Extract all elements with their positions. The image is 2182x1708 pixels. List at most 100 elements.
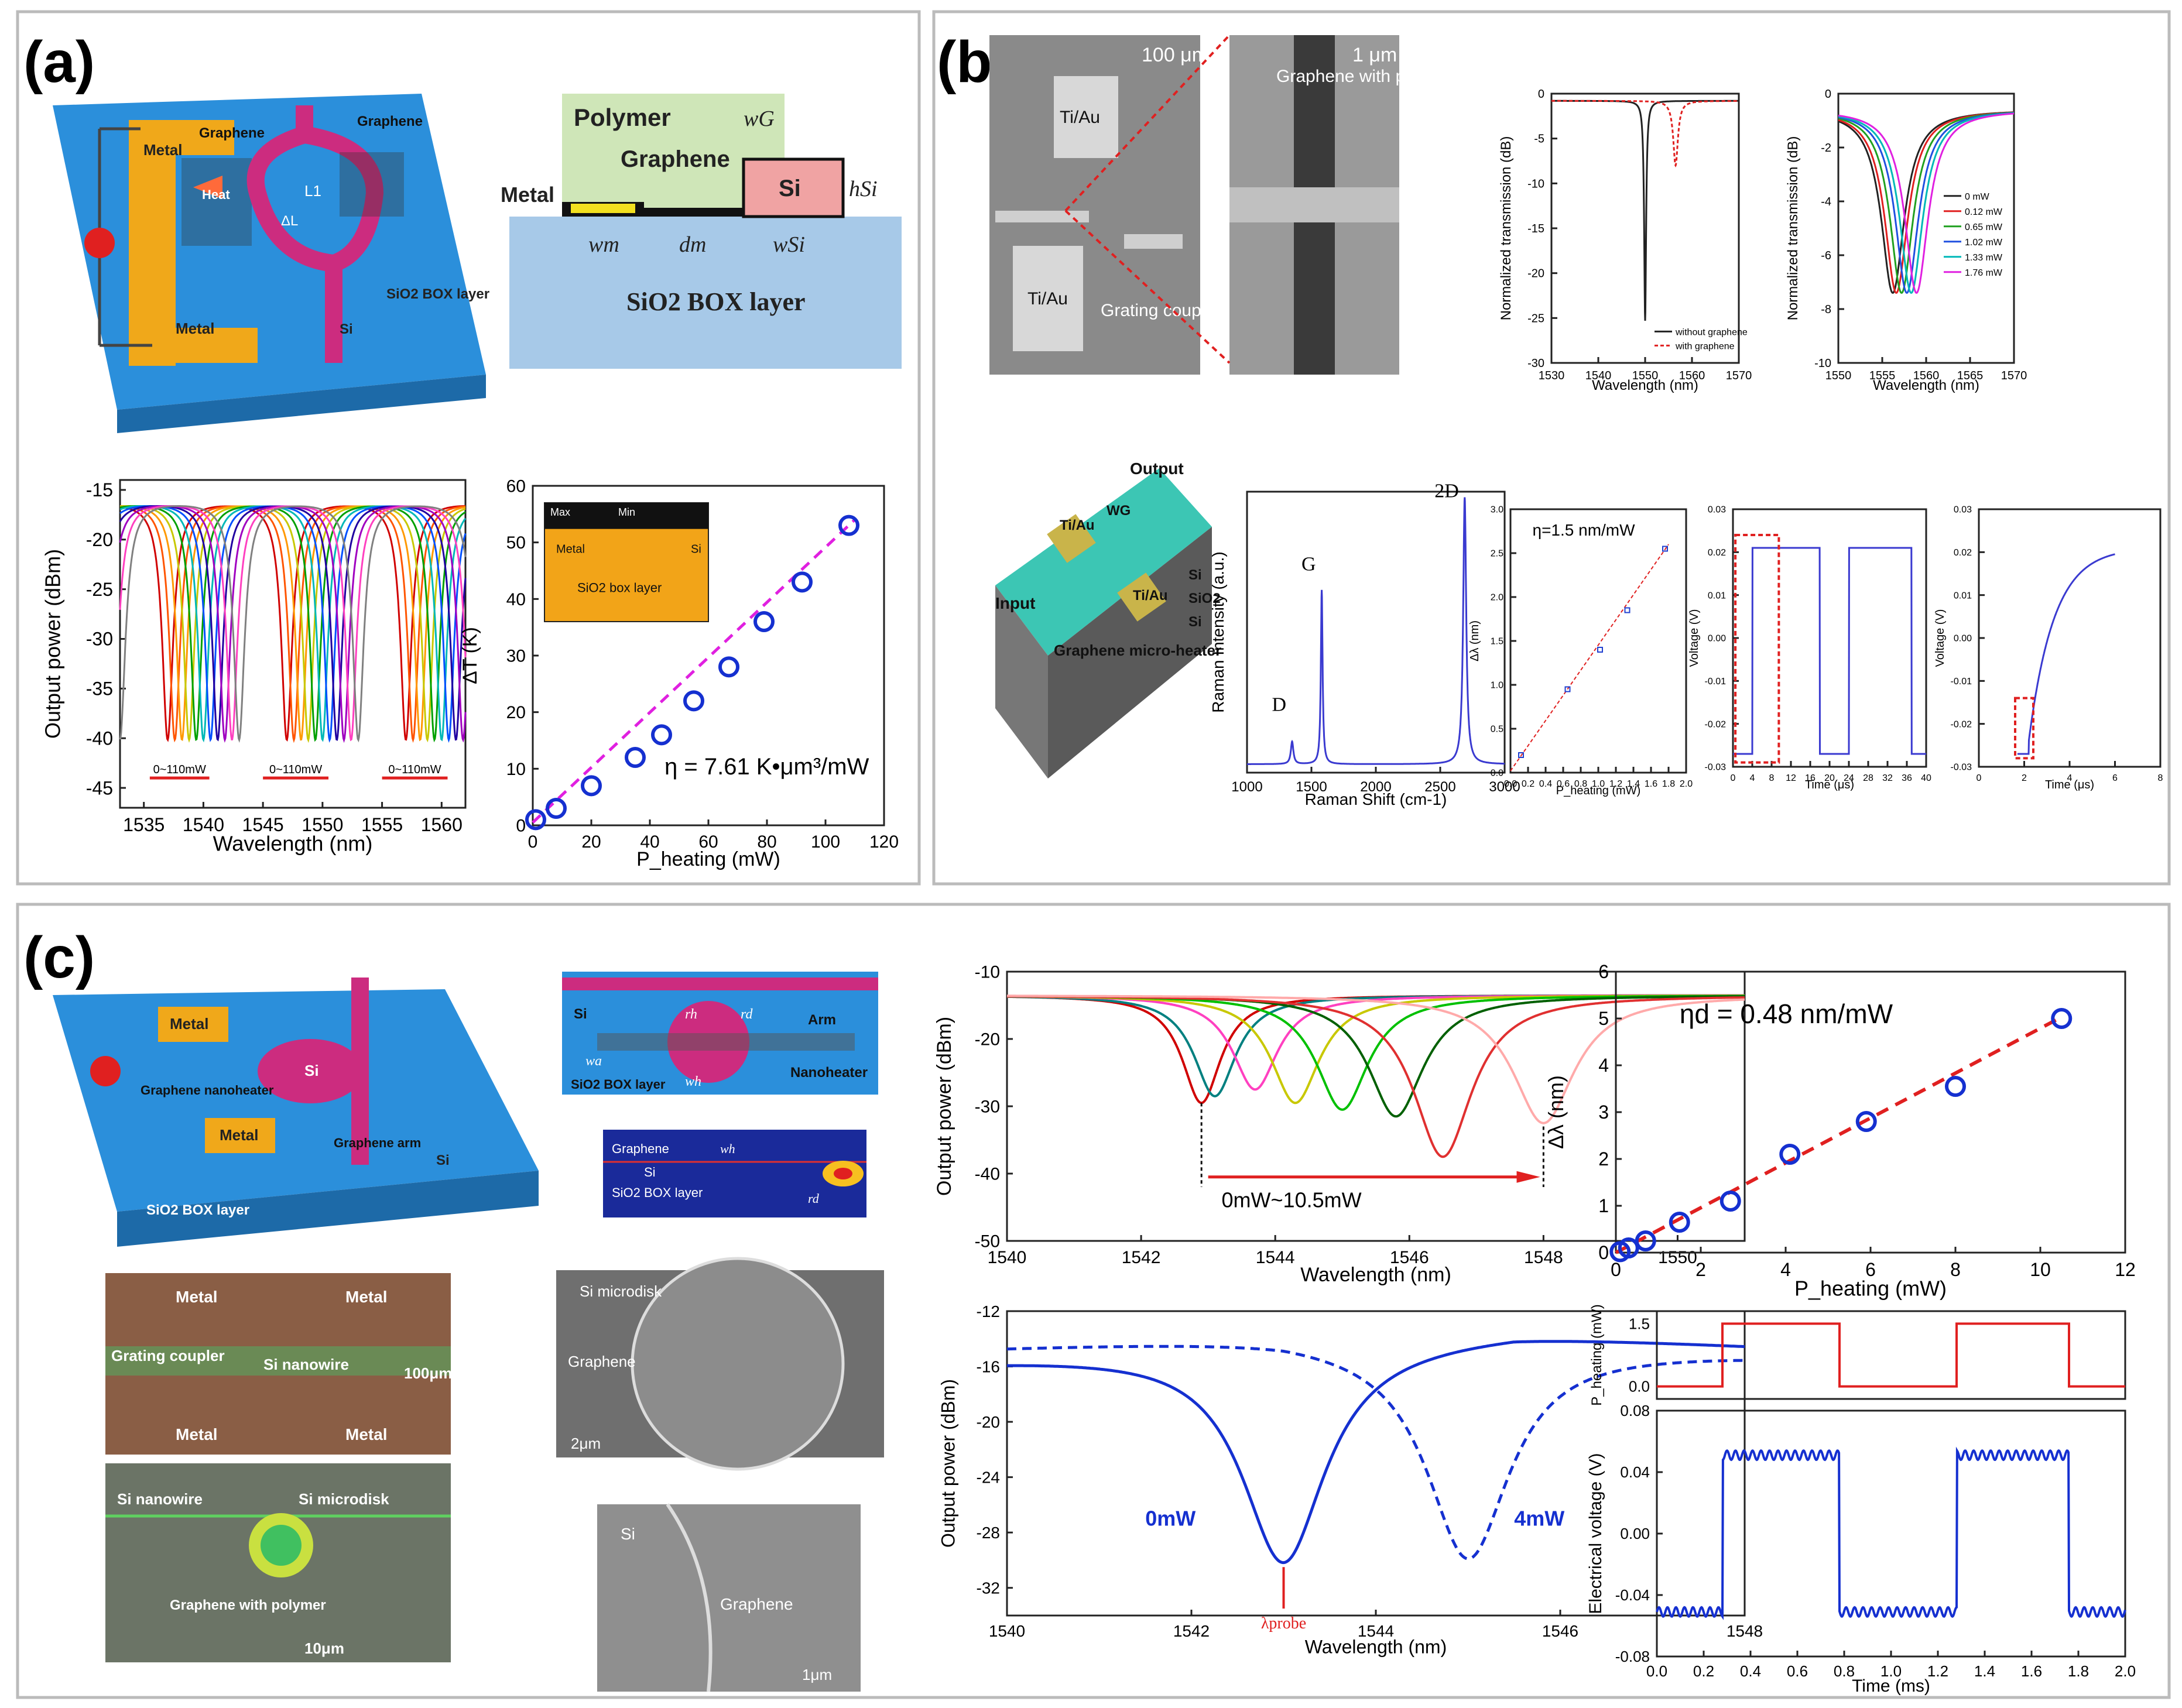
c-semz-si: Si — [621, 1525, 635, 1543]
spectrum-line — [119, 505, 467, 743]
spectrum-line — [1007, 995, 1745, 1158]
x-tick-label: 1548 — [1727, 1622, 1763, 1640]
y-tick-label: 0 — [516, 817, 526, 836]
y-tick-label: 50 — [506, 533, 526, 553]
y-tick-label: 20 — [506, 703, 526, 722]
y-tick-label: -4 — [1821, 196, 1831, 208]
x-tick-label: 0.4 — [1539, 779, 1552, 789]
a-box-label: SiO2 BOX layer — [386, 286, 489, 302]
x-tick-label: 100 — [811, 832, 840, 852]
panel-a-frame — [16, 10, 921, 886]
x-tick-label: 1544 — [1256, 1248, 1295, 1267]
y-tick-label: 0.03 — [1708, 505, 1726, 515]
c-scale-100um: 100μm — [404, 1364, 452, 1382]
y-axis-label: Output power (dBm) — [937, 1379, 958, 1548]
y-tick-label: -5 — [1534, 133, 1544, 146]
x-tick-label: 1542 — [1173, 1622, 1210, 1640]
legend-label: 0.65 mW — [1965, 222, 2003, 232]
chart-c-spectra: 1540 1542 1544 1546 1548 1550-10-20-30-40-50W… — [933, 963, 1746, 1286]
data-point — [1779, 1144, 1801, 1165]
y-tick-label: 0.5 — [1491, 725, 1503, 735]
y-tick-label: 1.5 — [1491, 637, 1503, 647]
x-tick-label: 6 — [1865, 1259, 1876, 1280]
x-tick-label: 4 — [1780, 1259, 1791, 1280]
x-tick-label: 0.2 — [1522, 779, 1534, 789]
data-point — [718, 656, 739, 678]
c-scale-1um: 1μm — [802, 1666, 832, 1683]
x-tick-label: 20 — [1824, 773, 1835, 783]
plot-frame — [1006, 970, 1746, 1242]
y-tick-label: 0 — [1598, 1242, 1609, 1263]
x-tick-label: 36 — [1902, 773, 1912, 783]
series-0mw — [1007, 1340, 1745, 1565]
y-tick-label: 0.00 — [1620, 1525, 1650, 1542]
y-tick-label: -40 — [975, 1165, 1000, 1184]
data-point — [1624, 607, 1630, 613]
y-tick-label: 0.02 — [1954, 548, 1972, 558]
c-tv-wa: wa — [585, 1054, 602, 1069]
chart-c-probe: 1540 1542 1544 1546 1548 -12 -16 -20 -24 -28 -32 Wa… — [937, 1302, 1763, 1658]
x-tick-label: 28 — [1863, 773, 1873, 783]
spectrum-line — [119, 505, 466, 743]
chart-b-shift: 0.0 0.2 0.4 0.6 0.8 1.0 1.2 1.4 1.6 1.8 2.0 0.0 0.5 1… — [1468, 505, 1693, 797]
x-tick-label: 1544 — [1358, 1622, 1394, 1640]
c-mode-wh: wh — [720, 1141, 735, 1156]
x-tick-label: 1550 — [302, 814, 343, 835]
c-metal-3: Metal — [176, 1425, 218, 1443]
x-tick-label: 0.8 — [1834, 1662, 1855, 1680]
y-axis-label: Normalized transmission (dB) — [1785, 136, 1801, 321]
x-tick-label: 1.0 — [1592, 779, 1605, 789]
y-tick-label: 0.0 — [1491, 769, 1503, 778]
c-zoom-graphene-polymer: Graphene with polymer — [170, 1597, 326, 1613]
series-4mw — [1006, 1345, 1745, 1560]
y-axis-label: Normalized transmission (dB) — [1498, 136, 1514, 321]
data-point — [1518, 752, 1524, 758]
legend-label: with graphene — [1675, 341, 1735, 351]
y-tick-label: 4 — [1598, 1055, 1609, 1076]
y-tick-label: 0 — [1825, 88, 1831, 101]
y-tick-label: -20 — [1527, 267, 1544, 280]
fit-annotation: η = 7.61 K•μm³/mW — [664, 754, 869, 780]
y-tick-label: -15 — [1527, 222, 1544, 235]
b-device-si-2: Si — [1188, 614, 1202, 630]
c-scale-10um: 10μm — [304, 1640, 344, 1657]
y-tick-label: 10 — [506, 760, 526, 779]
raman-peak-label: 2D — [1434, 481, 1459, 502]
a-hsi-label: hSi — [849, 177, 878, 201]
y-tick-label: -24 — [977, 1468, 1000, 1486]
c-mode-profile: Graphene wh Si SiO2 BOX layer rd — [603, 1130, 866, 1217]
inset-min: Min — [618, 506, 635, 518]
y-tick-label: -28 — [977, 1524, 1000, 1542]
y-tick-label: -25 — [86, 579, 113, 600]
data-point — [2051, 1008, 2073, 1029]
data-point — [792, 571, 813, 593]
plot-frame — [1509, 508, 1687, 774]
probe-label: λprobe — [1261, 1614, 1306, 1632]
tuning-annotation: 0mW~10.5mW — [1222, 1188, 1362, 1212]
x-tick-label: 1550 — [1658, 1248, 1697, 1267]
series-without-graphene — [1551, 100, 1739, 321]
plot-frame — [1978, 508, 2162, 768]
x-tick-label: 1546 — [1542, 1622, 1578, 1640]
x-tick-label: 10 — [2030, 1259, 2051, 1280]
fit-annotation: ηd = 0.48 nm/mW — [1680, 999, 1893, 1029]
x-tick-label: 0 — [528, 832, 538, 852]
c-micrograph: Metal Metal Metal Metal Grating coupler … — [105, 1273, 452, 1455]
spectrum-line — [1007, 994, 1745, 1097]
x-tick-label: 1.8 — [1662, 779, 1675, 789]
a-metal-bottom-label: Metal — [176, 320, 214, 337]
x-tick-label: 0.4 — [1740, 1662, 1761, 1680]
x-tick-label: 1000 — [1231, 779, 1262, 795]
tuning-series — [1838, 112, 2015, 294]
x-tick-label: 0 — [1611, 1259, 1621, 1280]
c-mode-si: Si — [644, 1165, 656, 1179]
b-microheater-label: Graphene micro-heater — [1054, 642, 1221, 659]
legend-label: without graphene — [1675, 327, 1748, 337]
c-zoom-nanowire: Si nanowire — [117, 1490, 203, 1508]
y-tick-label: -0.01 — [1951, 677, 1972, 687]
c-tv-nanoheater: Nanoheater — [790, 1065, 868, 1081]
data-point — [546, 798, 567, 819]
x-tick-label: 120 — [869, 832, 899, 852]
x-axis-label: Wavelength (nm) — [1592, 378, 1698, 393]
